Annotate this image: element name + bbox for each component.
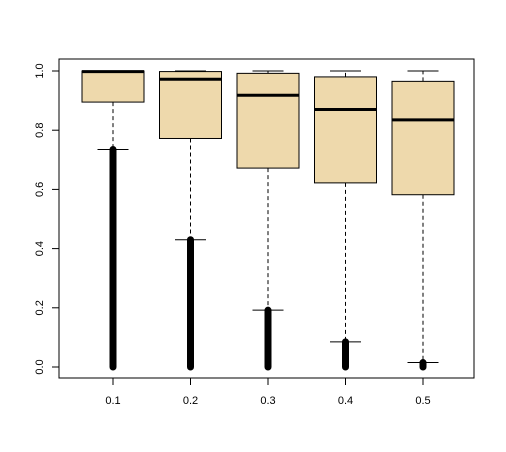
x-tick-label: 0.3 (260, 395, 275, 407)
x-tick-label: 0.2 (183, 395, 198, 407)
y-tick-label: 0.4 (34, 241, 46, 256)
y-tick-label: 0.6 (34, 182, 46, 197)
x-tick-label: 0.1 (105, 395, 120, 407)
boxes-layer (81, 70, 455, 371)
box-iqr (159, 71, 222, 139)
y-tick-label: 0.8 (34, 123, 46, 138)
box-group (236, 70, 300, 371)
box-iqr (391, 80, 455, 196)
box-group (81, 70, 145, 371)
y-axis: 0.0 0.2 0.4 0.6 0.8 1.0 (34, 63, 59, 375)
y-tick-label: 0.2 (34, 300, 46, 315)
box-group (391, 70, 455, 371)
x-tick-label: 0.4 (338, 395, 353, 407)
y-tick-label: 0.0 (34, 359, 46, 374)
box-group (314, 70, 377, 371)
box-iqr (314, 76, 377, 184)
box-group (159, 70, 222, 371)
box-iqr (236, 72, 300, 169)
plot-frame (58, 58, 475, 379)
y-tick-label: 1.0 (34, 63, 46, 78)
x-tick-label: 0.5 (415, 395, 430, 407)
box-iqr (81, 70, 145, 103)
x-axis: 0.1 0.2 0.3 0.4 0.5 (105, 378, 431, 407)
